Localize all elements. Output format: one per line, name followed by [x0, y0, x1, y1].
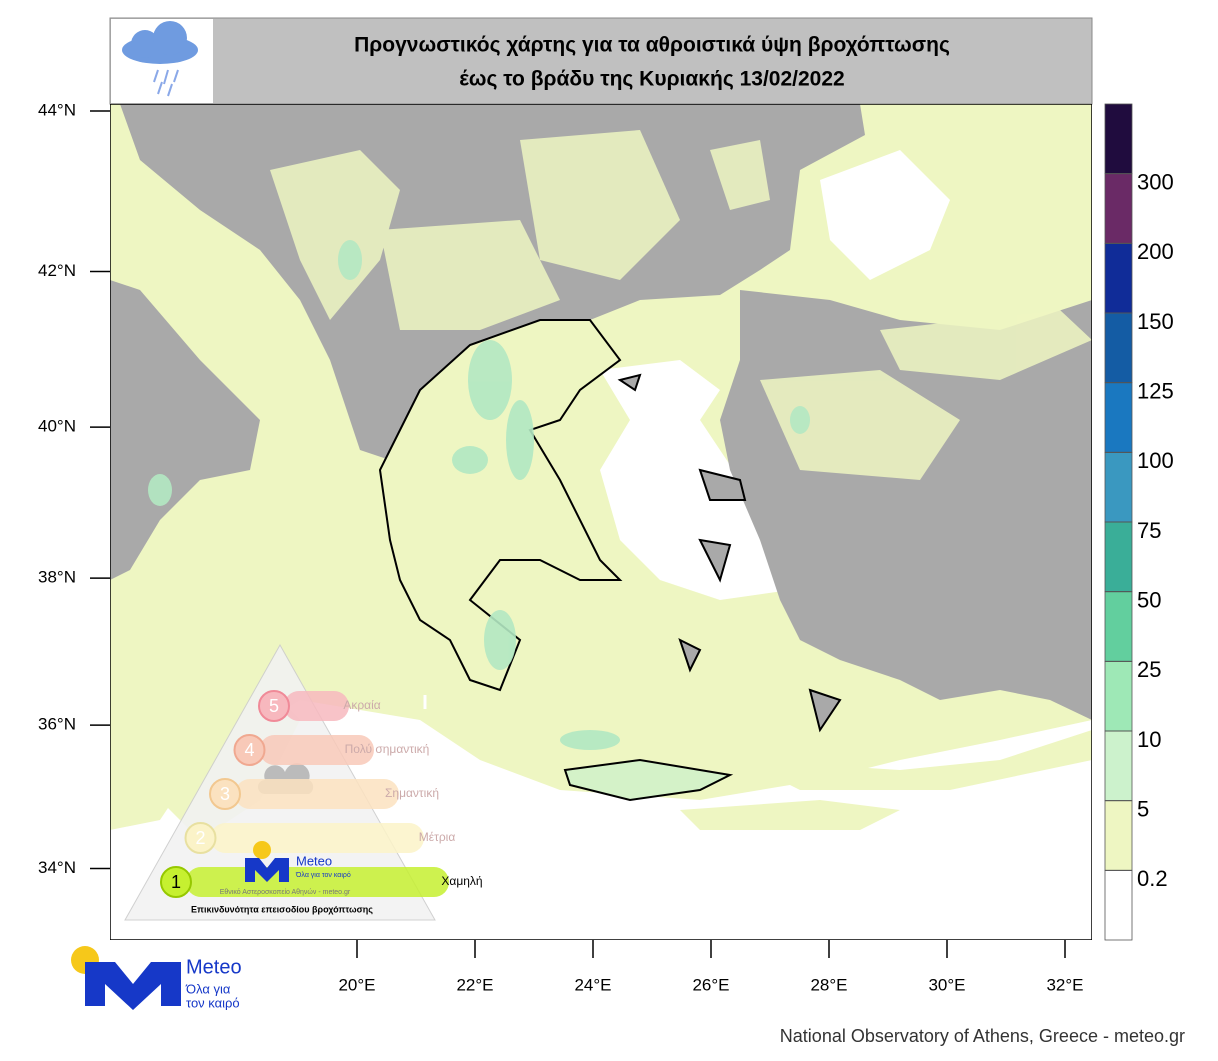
risk-circle: [184, 822, 217, 854]
header-box: [109, 17, 1093, 105]
colorbar-bin: [1104, 730, 1133, 802]
logo-name: Meteo: [186, 956, 242, 978]
lat-label: 40°N: [38, 417, 76, 436]
colorbar-label: 50: [1137, 587, 1161, 612]
risk-label: Πολύ σημαντική: [345, 742, 430, 756]
risk-label: Ακραία: [343, 698, 380, 712]
colorbar-label: 300: [1137, 169, 1174, 194]
risk-pill: [284, 691, 349, 721]
risk-circle: [209, 778, 241, 810]
greece-mainland: [378, 319, 623, 692]
title-line: έως το βράδυ της Κυριακής 13/02/2022: [459, 68, 844, 91]
colorbar-bin: [1104, 312, 1133, 384]
lat-label: 44°N: [38, 100, 76, 119]
risk-logo-slogan: Όλα για τον καιρό: [295, 871, 351, 879]
lat-label: 42°N: [38, 261, 76, 280]
footer: National Observatory of Athens, Greece -…: [780, 1026, 1185, 1046]
risk-number: 3: [220, 784, 230, 804]
lon-label: 22°E: [456, 975, 493, 994]
risk-number: 2: [195, 828, 205, 848]
colorbar-bin: [1104, 242, 1133, 314]
axes: 44°N 42°N 40°N 38°N 36°N 34°N 20°E 22°E 24°E 26°E…: [38, 100, 1084, 994]
colorbar-label: 200: [1137, 239, 1174, 264]
colorbar-bin: [1104, 103, 1133, 175]
lon-label: 26°E: [692, 975, 729, 994]
lat-label: 34°N: [38, 858, 76, 877]
lon-label: 20°E: [338, 975, 375, 994]
risk-pill: [210, 823, 424, 853]
colorbar-label: 10: [1137, 727, 1161, 752]
crete: [563, 758, 734, 802]
colorbar-bin: [1104, 173, 1133, 244]
risk-label: Μέτρια: [419, 830, 456, 844]
risk-caption: Επικινδυνότητα επεισοδίου βροχόπτωσης: [191, 904, 373, 914]
colorbar-label: 125: [1137, 378, 1174, 403]
lon-label: 30°E: [928, 975, 965, 994]
risk-scale: 5 Ακραία 4 Πολύ σημαντική 3 Σημαντική 2 Μέτρια 1…: [124, 643, 483, 921]
risk-logo-org: Εθνικό Αστεροσκοπείο Αθηνών - meteo.gr: [220, 888, 351, 896]
risk-circle: [160, 866, 192, 898]
colorbar-label: 75: [1137, 518, 1161, 543]
colorbar-bin: [1104, 521, 1133, 593]
lon-label: 32°E: [1046, 975, 1083, 994]
islands: [617, 373, 842, 733]
risk-number: 5: [269, 696, 279, 716]
colorbar-label: 100: [1137, 448, 1174, 473]
rain-patches: [148, 240, 810, 750]
colorbar-bin: [1104, 869, 1133, 941]
risk-label: Χαμηλή: [441, 874, 482, 888]
colorbar-bin: [1104, 591, 1133, 662]
colorbar-label: 5: [1137, 796, 1149, 821]
colorbar-label: 0.2: [1137, 866, 1168, 891]
lat-label: 38°N: [38, 568, 76, 587]
title-line: Προγνωστικός χάρτης για τα αθροιστικά ύψ…: [354, 34, 950, 57]
rain-icon: [122, 21, 198, 97]
colorbar-bin: [1104, 660, 1133, 732]
risk-pill: [259, 735, 374, 765]
colorbar-bin: [1104, 382, 1133, 453]
colorbar-label: 25: [1137, 657, 1161, 682]
lon-label: 28°E: [810, 975, 847, 994]
lon-label: 24°E: [574, 975, 611, 994]
risk-number: 4: [244, 740, 254, 760]
colorbar-label: 150: [1137, 309, 1174, 334]
risk-pill: [235, 779, 399, 809]
risk-label: Σημαντική: [385, 786, 439, 800]
colorbar-bin: [1104, 451, 1133, 523]
risk-circle: [258, 690, 290, 722]
meteo-logo: Meteo Όλα για τον καιρό: [71, 946, 242, 1010]
risk-logo-name: Meteo: [296, 853, 332, 868]
colorbar-bin: [1104, 800, 1133, 871]
logo-slogan: τον καιρό: [186, 995, 240, 1010]
lat-label: 36°N: [38, 715, 76, 734]
risk-number: 1: [171, 872, 181, 892]
risk-circle: [233, 734, 266, 766]
logo-slogan: Όλα για: [185, 981, 231, 996]
